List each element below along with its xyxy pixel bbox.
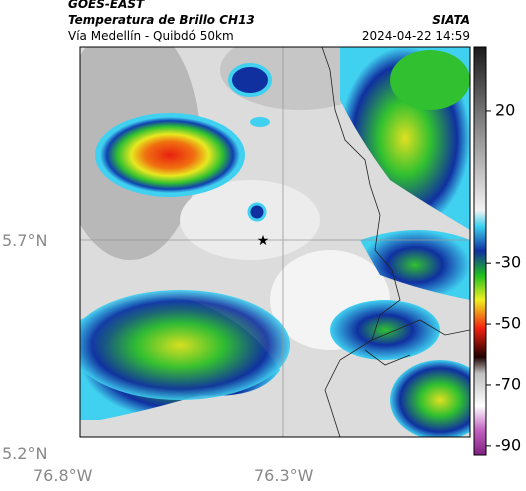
lon-label: 76.8°W bbox=[33, 466, 93, 485]
agency: SIATA bbox=[432, 13, 470, 27]
lat-label: 5.7°N bbox=[2, 231, 48, 250]
colorbar-tick-label: -30 bbox=[495, 253, 521, 272]
colorbar bbox=[473, 46, 487, 456]
colorbar-ticks: 20 -30 -50 -70 -90 bbox=[486, 100, 521, 454]
datetime: 2024-04-22 14:59 bbox=[361, 29, 470, 43]
lon-label: 76.3°W bbox=[254, 466, 314, 485]
product: Temperatura de Brillo CH13 bbox=[68, 13, 255, 27]
satellite: GOES-EAST bbox=[68, 0, 145, 11]
colorbar-tick-label: -70 bbox=[495, 374, 521, 393]
imagery: ★ bbox=[80, 47, 470, 437]
map-frame bbox=[79, 46, 471, 438]
svg-text:★: ★ bbox=[257, 233, 270, 249]
colorbar-tick-label: -90 bbox=[495, 435, 521, 454]
lat-label: 5.2°N bbox=[2, 444, 48, 463]
colorbar-tick-label: 20 bbox=[495, 100, 515, 119]
colorbar-tick-label: -50 bbox=[495, 314, 521, 333]
route: Vía Medellín - Quibdó 50km bbox=[68, 29, 234, 43]
